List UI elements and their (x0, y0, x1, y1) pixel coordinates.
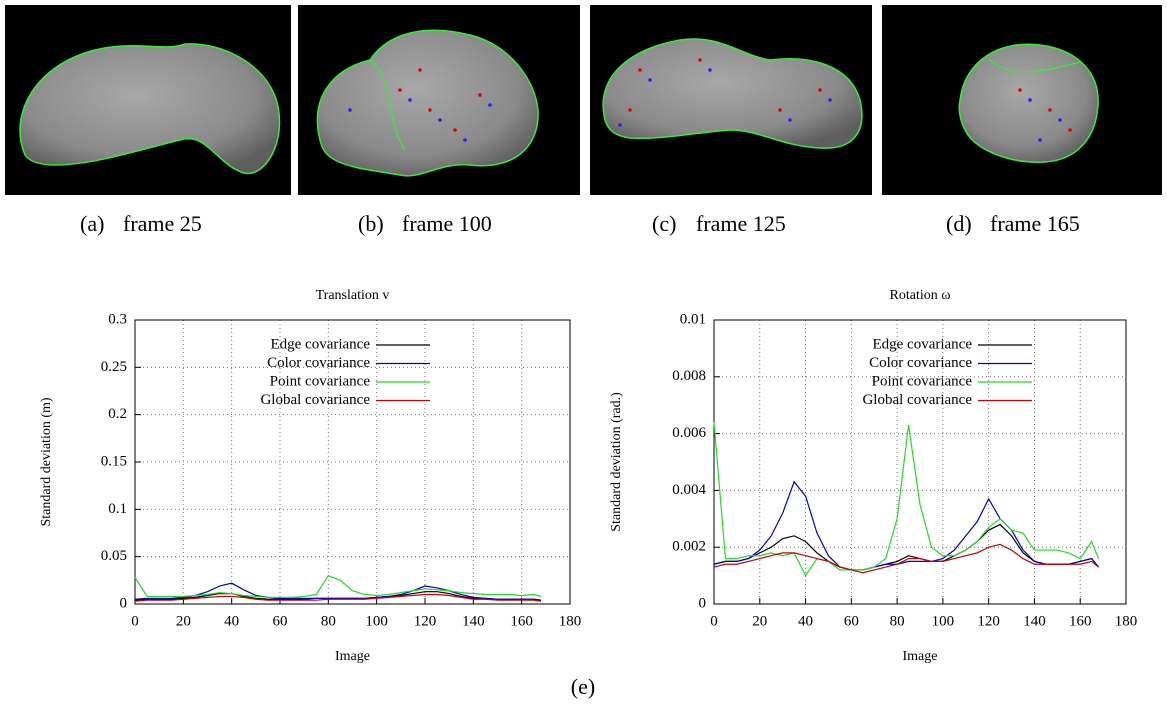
panel-label: (d) (946, 211, 972, 236)
series-line (134, 593, 542, 602)
series-line (713, 480, 1099, 571)
y-axis-label: Standard deviation (rad.) (609, 392, 624, 532)
y-tick-label: 0 (120, 595, 128, 611)
panel-caption: frame 125 (696, 211, 786, 236)
series-line (713, 422, 1100, 577)
plot-frame (134, 319, 571, 605)
x-tick-label: 140 (462, 613, 485, 629)
panel-label: (b) (358, 211, 384, 236)
x-tick-label: 100 (365, 613, 388, 629)
chart-title: Translation v (316, 288, 390, 303)
x-tick-label: 0 (710, 613, 718, 629)
x-axis-label: Image (903, 649, 938, 664)
y-axis-label: Standard deviation (m) (39, 397, 54, 526)
x-tick-label: 0 (131, 613, 139, 629)
series-line (713, 543, 1099, 574)
image-a (5, 5, 291, 195)
x-axis-label: Image (335, 649, 370, 664)
x-tick-label: 160 (510, 613, 533, 629)
y-tick-label: 0.05 (101, 548, 127, 564)
legend-label: Point covariance (872, 373, 973, 389)
plot-frame (713, 319, 1127, 605)
x-tick-label: 80 (321, 613, 336, 629)
x-tick-label: 40 (798, 613, 813, 629)
legend-label: Color covariance (869, 355, 972, 371)
image-b (298, 5, 580, 195)
y-tick-label: 0.3 (108, 311, 127, 327)
legend-label: Color covariance (267, 355, 370, 371)
x-tick-label: 120 (414, 613, 437, 629)
image-d (882, 5, 1162, 195)
panel-label: (a) (80, 211, 104, 236)
legend-label: Global covariance (862, 392, 972, 408)
y-tick-label: 0.008 (672, 368, 706, 384)
legend-label: Global covariance (260, 392, 370, 408)
chart-title: Rotation ω (890, 288, 951, 303)
x-tick-label: 160 (1069, 613, 1092, 629)
legend-label: Edge covariance (270, 336, 370, 352)
x-tick-label: 180 (559, 613, 582, 629)
x-tick-label: 140 (1023, 613, 1046, 629)
y-tick-label: 0.01 (680, 311, 706, 327)
series-line (134, 574, 542, 598)
y-tick-label: 0.1 (108, 501, 127, 517)
x-tick-label: 100 (932, 613, 955, 629)
y-tick-label: 0.004 (672, 482, 706, 498)
panel-caption: frame 100 (402, 211, 492, 236)
legend-label: Point covariance (270, 373, 371, 389)
figure-label: (e) (571, 674, 595, 699)
x-tick-label: 40 (224, 613, 239, 629)
x-tick-label: 20 (752, 613, 767, 629)
x-tick-label: 180 (1115, 613, 1138, 629)
x-tick-label: 60 (273, 613, 288, 629)
series-line (134, 582, 542, 601)
y-tick-label: 0.2 (108, 406, 127, 422)
x-tick-label: 60 (844, 613, 859, 629)
panel-caption: frame 165 (990, 211, 1080, 236)
legend-label: Edge covariance (872, 336, 972, 352)
x-tick-label: 20 (176, 613, 191, 629)
panel-label: (c) (652, 211, 676, 236)
x-tick-label: 120 (977, 613, 1000, 629)
y-tick-label: 0.006 (672, 425, 706, 441)
panel-caption: frame 25 (123, 211, 202, 236)
y-tick-label: 0.002 (672, 539, 706, 555)
x-tick-label: 80 (890, 613, 905, 629)
y-tick-label: 0 (699, 595, 707, 611)
y-tick-label: 0.15 (101, 453, 127, 469)
image-c (590, 5, 872, 195)
y-tick-label: 0.25 (101, 359, 127, 375)
